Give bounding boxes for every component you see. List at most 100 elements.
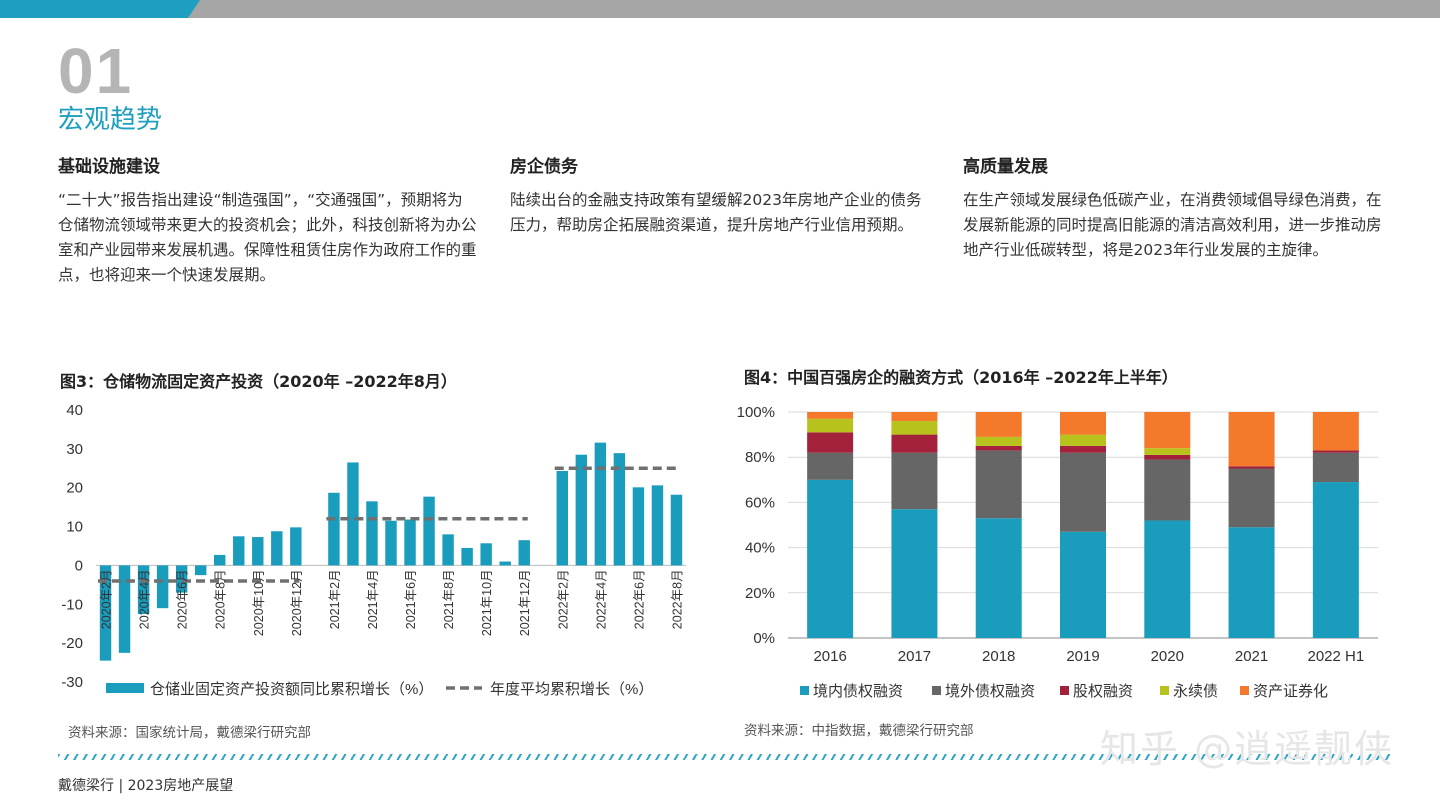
section-title: 宏观趋势 xyxy=(58,105,163,135)
bar-2021-6 xyxy=(404,519,416,566)
legend-swatch xyxy=(932,686,941,695)
x-tick-label: 2021 xyxy=(1235,648,1268,665)
legend-label: 永续债 xyxy=(1173,683,1218,700)
y-tick-label: 0 xyxy=(75,557,83,574)
bar-segment-2017 xyxy=(891,421,938,435)
bar-segment-2016 xyxy=(807,452,854,480)
x-tick-label: 2022年8月 xyxy=(670,569,684,629)
y-tick-label: 100% xyxy=(737,404,775,421)
watermark: 知乎 @逍遥靓侠 xyxy=(1100,727,1395,771)
bar-segment-2021 xyxy=(1228,412,1275,467)
section-number: 01 xyxy=(58,35,134,107)
bar-2022-4 xyxy=(594,442,607,566)
legend-label: 境内债权融资 xyxy=(813,682,903,700)
top-bar-accent xyxy=(0,0,200,18)
x-tick-label: 2016 xyxy=(813,648,846,665)
x-tick-label: 2021年12月 xyxy=(518,569,532,636)
bar-2021-9 xyxy=(461,547,473,566)
bar-segment-2017 xyxy=(891,452,938,510)
bar-2021-10 xyxy=(480,543,492,566)
bar-segment-2022-H1 xyxy=(1312,412,1359,451)
bar-2021-4 xyxy=(366,501,378,566)
bar-2020-3 xyxy=(118,565,131,653)
legend-swatch xyxy=(1060,686,1069,695)
y-tick-label: -20 xyxy=(61,635,83,652)
bar-segment-2019 xyxy=(1060,434,1106,446)
y-tick-label: 20% xyxy=(745,585,775,602)
bar-segment-2020 xyxy=(1144,412,1191,449)
bar-segment-2018 xyxy=(975,518,1022,638)
bar-segment-2021 xyxy=(1228,468,1275,528)
bar-segment-2018 xyxy=(975,450,1022,519)
x-tick-label: 2020年4月 xyxy=(138,569,152,629)
x-tick-label: 2022年6月 xyxy=(632,569,646,629)
figure-4-source: 资料来源：中指数据，戴德梁行研究部 xyxy=(744,723,974,739)
x-tick-label: 2021年4月 xyxy=(366,569,380,629)
bar-2020-11 xyxy=(271,531,283,566)
x-tick-label: 2018 xyxy=(982,648,1015,665)
bar-segment-2020 xyxy=(1144,520,1191,638)
x-tick-label: 2020年6月 xyxy=(176,569,190,629)
y-tick-label: 40% xyxy=(745,540,775,557)
column-quality-development: 高质量发展 在生产领域发展绿色低碳产业，在消费领域倡导绿色消费，在发展新能源的同… xyxy=(963,156,1383,263)
figure-4-title: 图4：中国百强房企的融资方式（2016年 –2022年上半年） xyxy=(744,368,1178,387)
bar-2020-8 xyxy=(214,554,226,566)
bar-2021-7 xyxy=(423,496,435,566)
bar-segment-2020 xyxy=(1144,448,1191,455)
y-tick-label: -30 xyxy=(61,674,83,691)
column-heading: 房企债务 xyxy=(510,157,578,177)
legend-swatch xyxy=(1160,686,1169,695)
column-developer-debt: 房企债务 陆续出台的金融支持政策有望缓解2023年房地产企业的债务压力，帮助房企… xyxy=(510,156,930,238)
column-body: 在生产领域发展绿色低碳产业，在消费领域倡导绿色消费，在发展新能源的同时提高旧能源… xyxy=(963,191,1382,259)
divider xyxy=(58,754,1390,760)
x-tick-label: 2021年10月 xyxy=(480,569,494,636)
x-tick-label: 2020年10月 xyxy=(252,569,266,636)
x-tick-label: 2020 xyxy=(1151,648,1184,665)
column-heading: 基础设施建设 xyxy=(58,157,160,177)
bar-2020-5 xyxy=(156,565,169,609)
x-tick-label: 2021年2月 xyxy=(328,569,342,629)
top-bar xyxy=(0,0,1440,18)
bar-2020-9 xyxy=(233,536,245,566)
bar-segment-2019 xyxy=(1060,452,1106,532)
bar-2022-7 xyxy=(651,485,664,566)
bar-2020-10 xyxy=(252,537,264,566)
y-tick-label: 40 xyxy=(66,402,83,419)
bar-2021-8 xyxy=(442,534,454,566)
y-tick-label: 60% xyxy=(745,494,775,511)
legend-label: 境外债权融资 xyxy=(945,682,1035,700)
x-tick-label: 2019 xyxy=(1066,648,1099,665)
column-infrastructure: 基础设施建设 “二十大”报告指出建设“制造强国”，“交通强国”，预期将为仓储物流… xyxy=(58,156,478,288)
bar-segment-2017 xyxy=(891,509,938,638)
bar-2021-2 xyxy=(328,492,340,566)
y-tick-label: 0% xyxy=(753,630,775,647)
bar-segment-2022-H1 xyxy=(1312,482,1359,638)
column-body: 陆续出台的金融支持政策有望缓解2023年房地产企业的债务压力，帮助房企拓展融资渠… xyxy=(510,191,922,234)
figure-3-source: 资料来源：国家统计局，戴德梁行研究部 xyxy=(68,725,311,741)
bar-segment-2018 xyxy=(975,412,1022,437)
legend-label-avg: 年度平均累积增长（%） xyxy=(490,681,653,698)
bar-2020-2 xyxy=(99,565,112,661)
bar-2020-4 xyxy=(137,565,150,614)
bar-segment-2020 xyxy=(1144,454,1191,460)
x-tick-label: 2020年12月 xyxy=(290,569,304,636)
footer-text: 戴德梁行 | 2023房地产展望 xyxy=(58,778,234,794)
legend-label: 股权融资 xyxy=(1073,683,1133,700)
bar-2022-2 xyxy=(556,471,568,566)
bar-segment-2019 xyxy=(1060,531,1106,638)
bar-segment-2022-H1 xyxy=(1312,452,1359,483)
bar-segment-2021 xyxy=(1228,527,1275,638)
bar-segment-2022-H1 xyxy=(1312,450,1359,453)
y-tick-label: 20 xyxy=(66,480,83,497)
legend-swatch xyxy=(800,686,809,695)
y-tick-label: -10 xyxy=(61,596,83,613)
bar-2022-3 xyxy=(575,454,588,566)
x-tick-label: 2021年8月 xyxy=(442,569,456,629)
y-tick-label: 80% xyxy=(745,449,775,466)
bar-segment-2020 xyxy=(1144,459,1191,521)
bar-2020-12 xyxy=(290,527,302,566)
bar-2021-12 xyxy=(518,540,530,566)
bar-segment-2017 xyxy=(891,412,938,422)
bar-segment-2016 xyxy=(807,418,854,433)
legend-label: 资产证券化 xyxy=(1253,683,1328,700)
